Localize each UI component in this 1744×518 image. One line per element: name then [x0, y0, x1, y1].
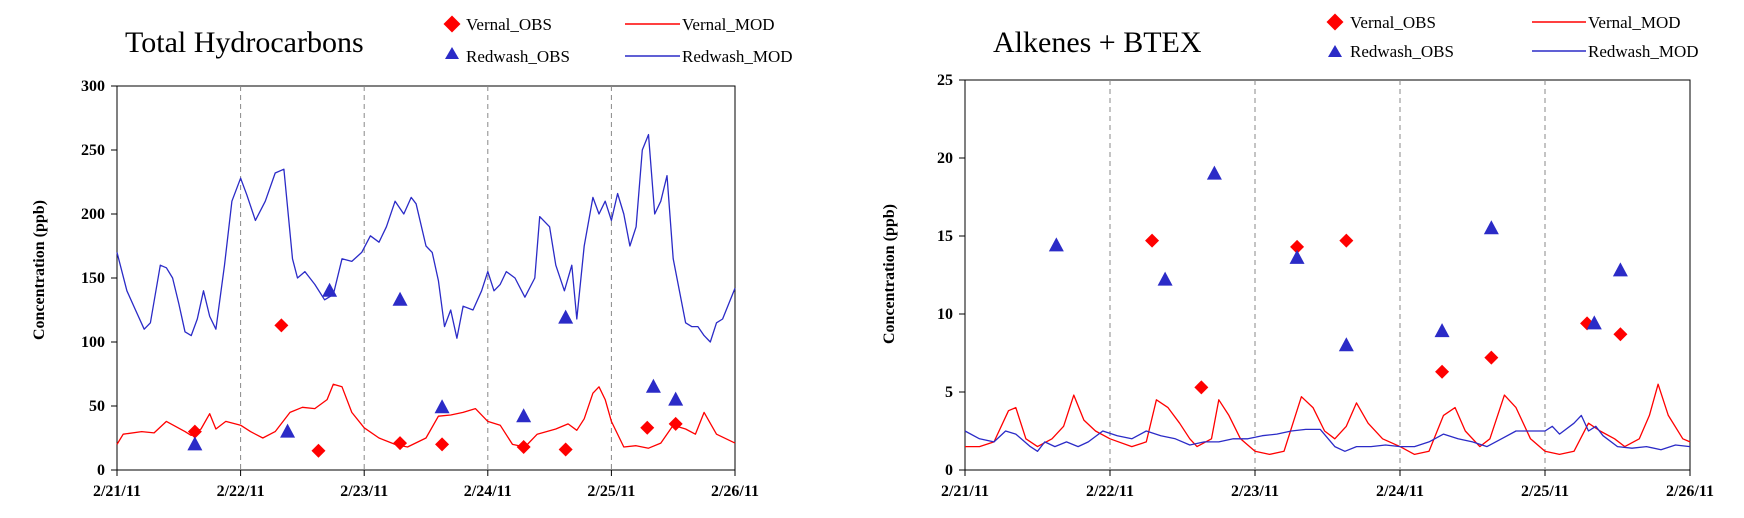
y-tick-label: 300 — [81, 78, 105, 95]
series-line-vernal-mod — [116, 383, 736, 449]
data-point-vernal-obs — [1613, 327, 1628, 342]
data-point-redwash-obs — [645, 378, 661, 393]
data-point-redwash-obs — [322, 282, 338, 297]
data-point-redwash-obs — [1586, 315, 1602, 330]
series-line-redwash-mod — [116, 133, 736, 343]
y-tick-label: 5 — [945, 384, 953, 401]
y-tick-label: 10 — [937, 306, 953, 323]
data-point-redwash-obs — [187, 436, 203, 451]
y-tick-label: 25 — [937, 72, 953, 89]
legend-marker-vernal-obs — [1326, 13, 1344, 31]
plot-border — [116, 85, 736, 471]
x-tick-label: 2/25/11 — [1521, 483, 1569, 500]
x-tick-label: 2/24/11 — [1376, 483, 1424, 500]
chart-title: Alkenes + BTEX — [993, 26, 1202, 59]
data-point-vernal-obs — [393, 436, 408, 451]
plot-area: 0 50 100 150 200 250 300 2/21/11 2/22/11 2/23/11 2… — [81, 78, 759, 500]
legend-label-redwash-mod: Redwash_MOD — [682, 47, 793, 66]
data-point-vernal-obs — [668, 416, 683, 431]
y-tick-label: 20 — [937, 150, 953, 167]
x-tick-label: 2/21/11 — [941, 483, 989, 500]
data-point-redwash-obs — [1612, 262, 1628, 277]
y-axis-label: Concentration (ppb) — [31, 200, 48, 340]
y-tick-label: 0 — [97, 462, 105, 479]
legend: Vernal_OBS Vernal_MOD Redwash_OBS Redwas… — [443, 15, 793, 66]
x-tick-label: 2/25/11 — [587, 483, 635, 500]
legend-label-redwash-obs: Redwash_OBS — [1350, 42, 1454, 61]
data-point-redwash-obs — [516, 408, 532, 423]
y-tick-label: 100 — [81, 334, 105, 351]
x-tick-label: 2/26/11 — [711, 483, 759, 500]
y-axis-label: Concentration (ppb) — [881, 204, 898, 344]
chart-title: Total Hydrocarbons — [125, 26, 364, 59]
y-tick-label: 50 — [89, 398, 105, 415]
data-point-vernal-obs — [1484, 350, 1499, 365]
legend-marker-redwash-obs — [445, 47, 459, 59]
data-point-redwash-obs — [1157, 271, 1173, 286]
series-line-redwash-mod — [964, 414, 1691, 452]
data-point-redwash-obs — [1206, 165, 1222, 180]
x-tick-label: 2/23/11 — [340, 483, 388, 500]
data-point-redwash-obs — [1483, 220, 1499, 235]
data-point-vernal-obs — [1145, 233, 1160, 248]
y-tick-label: 250 — [81, 142, 105, 159]
data-point-vernal-obs — [640, 420, 655, 435]
legend-marker-redwash-obs — [1328, 45, 1342, 57]
legend-label-redwash-obs: Redwash_OBS — [466, 47, 570, 66]
y-tick-label: 15 — [937, 228, 953, 245]
data-point-vernal-obs — [558, 442, 573, 457]
legend-label-vernal-mod: Vernal_MOD — [682, 15, 775, 34]
legend-label-vernal-obs: Vernal_OBS — [466, 15, 552, 34]
plot-area: 0 5 10 15 20 25 2/21/11 2/22/11 2/23/11 2/24/11 2/… — [937, 72, 1714, 500]
data-point-redwash-obs — [558, 309, 574, 324]
legend-label-vernal-mod: Vernal_MOD — [1588, 13, 1681, 32]
legend-label-vernal-obs: Vernal_OBS — [1350, 13, 1436, 32]
data-point-redwash-obs — [392, 291, 408, 306]
data-point-redwash-obs — [280, 423, 296, 438]
data-point-vernal-obs — [516, 439, 531, 454]
chart-total-hydrocarbons: Total Hydrocarbons Vernal_OBS Vernal_MOD… — [31, 15, 793, 500]
legend-marker-vernal-obs — [443, 15, 461, 33]
x-tick-label: 2/21/11 — [93, 483, 141, 500]
data-point-vernal-obs — [1435, 364, 1450, 379]
data-point-vernal-obs — [1339, 233, 1354, 248]
y-tick-label: 0 — [945, 462, 953, 479]
x-tick-label: 2/26/11 — [1666, 483, 1714, 500]
legend: Vernal_OBS Vernal_MOD Redwash_OBS Redwas… — [1326, 13, 1699, 61]
data-point-vernal-obs — [274, 318, 289, 333]
data-point-vernal-obs — [1194, 380, 1209, 395]
x-tick-label: 2/24/11 — [464, 483, 512, 500]
data-point-vernal-obs — [435, 437, 450, 452]
y-tick-label: 200 — [81, 206, 105, 223]
data-point-vernal-obs — [187, 424, 202, 439]
data-point-vernal-obs — [311, 443, 326, 458]
data-point-vernal-obs — [1290, 239, 1305, 254]
chart-alkenes-btex: Alkenes + BTEX Vernal_OBS Vernal_MOD Red… — [881, 13, 1714, 500]
series-line-vernal-mod — [965, 383, 1691, 456]
x-tick-label: 2/22/11 — [217, 483, 265, 500]
x-tick-label: 2/23/11 — [1231, 483, 1279, 500]
plot-border — [964, 79, 1691, 471]
data-point-redwash-obs — [1048, 237, 1064, 252]
x-tick-label: 2/22/11 — [1086, 483, 1134, 500]
data-point-redwash-obs — [1338, 337, 1354, 352]
data-point-redwash-obs — [1434, 323, 1450, 338]
data-point-redwash-obs — [1289, 249, 1305, 264]
data-point-redwash-obs — [434, 399, 450, 414]
legend-label-redwash-mod: Redwash_MOD — [1588, 42, 1699, 61]
y-tick-label: 150 — [81, 270, 105, 287]
data-point-redwash-obs — [668, 391, 684, 406]
